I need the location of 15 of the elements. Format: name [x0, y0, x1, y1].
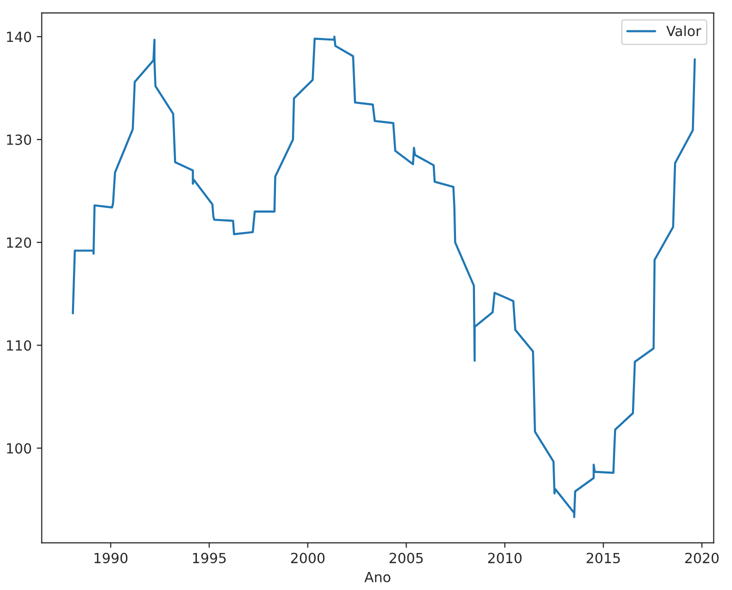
x-tick-label: 2000: [291, 552, 325, 564]
x-tick-label: 2010: [488, 552, 522, 564]
y-tick-label: 140: [7, 32, 32, 42]
y-tick-label: 100: [7, 443, 32, 454]
x-axis-title: Ano: [364, 572, 390, 582]
x-tick-label: 2015: [586, 552, 620, 564]
x-tick-label: 1995: [193, 552, 226, 564]
x-tick-label: 2005: [390, 552, 423, 564]
x-tick-label: 1990: [94, 552, 128, 564]
x-tick-label: 2020: [685, 552, 719, 564]
y-tick-label: 120: [7, 237, 32, 248]
y-tick-label: 110: [7, 340, 32, 351]
y-tick-label: 130: [7, 134, 32, 145]
legend-label: Valor: [666, 25, 702, 36]
line-series: [72, 36, 696, 518]
